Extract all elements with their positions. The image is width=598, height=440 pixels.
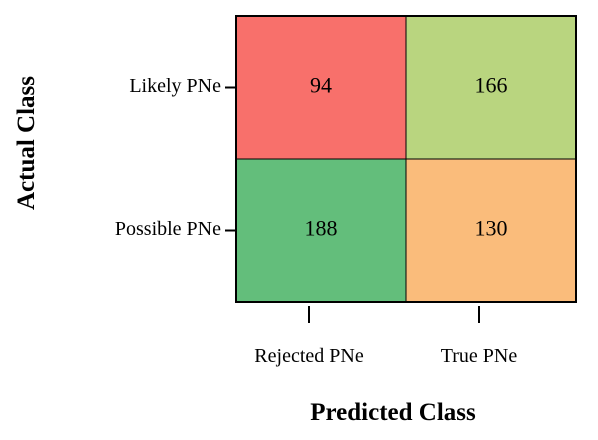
plot-frame: [235, 15, 577, 303]
x-tick-label: Rejected PNe: [254, 345, 364, 367]
y-axis-title: Actual Class: [13, 76, 40, 210]
heatmap-cell: [405, 158, 577, 303]
x-axis-ticks: Rejected PNe True PNe: [254, 306, 517, 367]
x-tick-label: True PNe: [441, 345, 518, 367]
heatmap-cell: [235, 158, 407, 303]
heatmap-cell: [235, 15, 407, 160]
cell-value-label: 94: [310, 73, 332, 98]
y-tick-label: Possible PNe: [115, 218, 221, 240]
cell-value-label: 188: [305, 216, 338, 241]
heatmap-cell: [405, 15, 577, 160]
cell-value-label: 166: [475, 73, 508, 98]
y-axis-ticks: Likely PNe Possible PNe: [115, 75, 236, 240]
cell-value-label: 130: [475, 216, 508, 241]
y-tick-label: Likely PNe: [129, 75, 221, 97]
x-axis-title: Predicted Class: [310, 399, 476, 426]
heatmap-cells: 94 166 188 130: [235, 15, 577, 303]
